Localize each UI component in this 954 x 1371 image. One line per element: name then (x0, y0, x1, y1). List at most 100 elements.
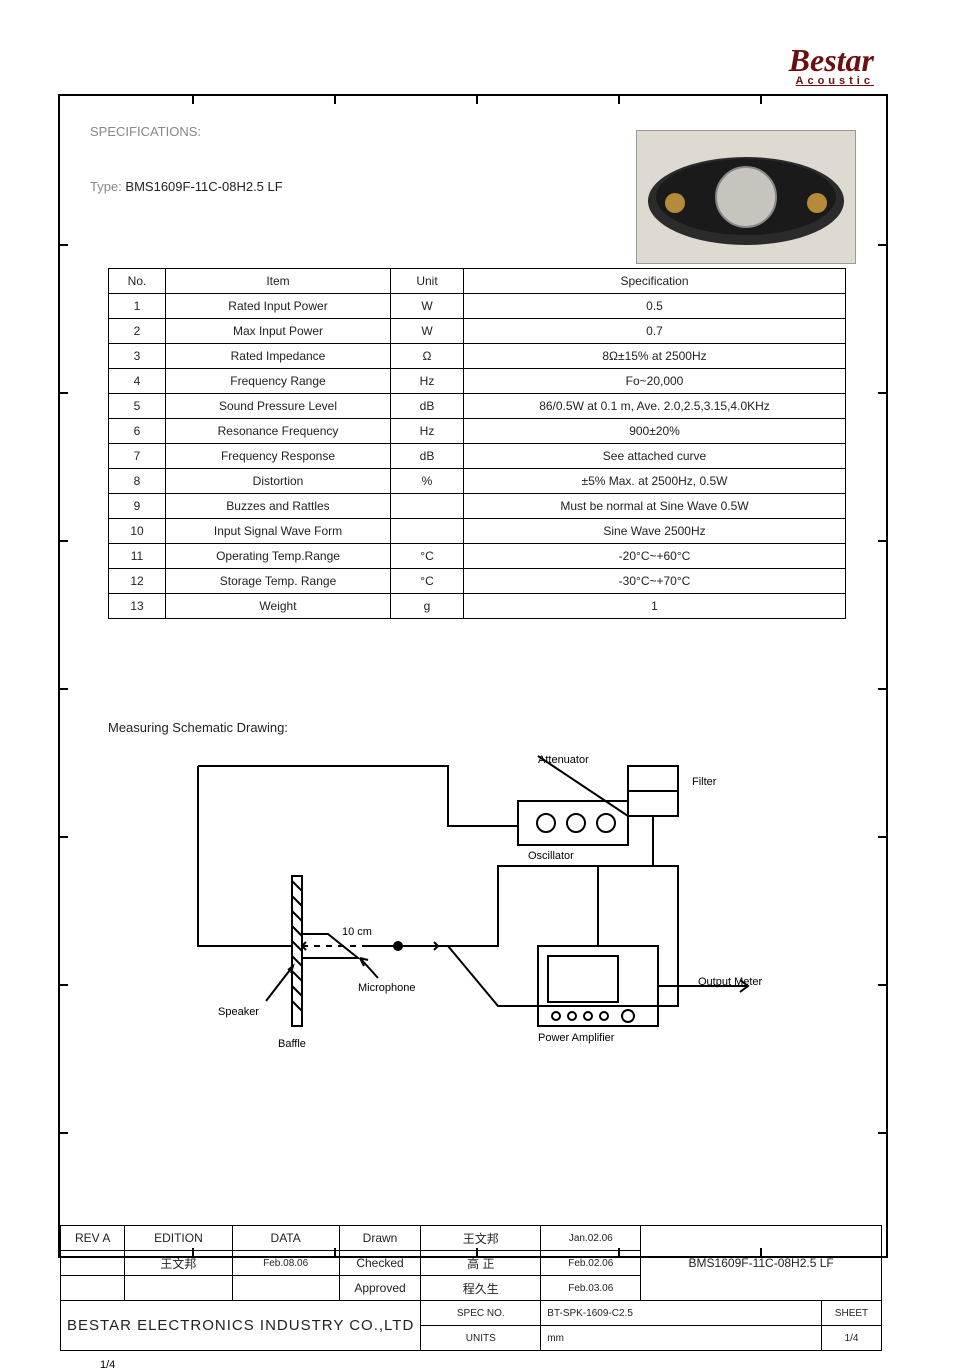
cell-no: 13 (109, 594, 166, 619)
cell: Checked (339, 1251, 421, 1276)
cell: REV A (61, 1226, 125, 1251)
cell: Jan.02.06 (541, 1226, 641, 1251)
cell-unit: dB (391, 444, 464, 469)
table-row: 9Buzzes and RattlesMust be normal at Sin… (109, 494, 846, 519)
cell-unit: Hz (391, 369, 464, 394)
cell-item: Sound Pressure Level (166, 394, 391, 419)
table-row: No. Item Unit Specification (109, 269, 846, 294)
tick (58, 984, 68, 986)
tick (476, 94, 478, 104)
specs-label: SPECIFICATIONS: (90, 124, 201, 139)
tick (878, 688, 888, 690)
label-meter: Output Meter (698, 976, 762, 988)
cell (125, 1276, 232, 1301)
cell-no: 10 (109, 519, 166, 544)
tick (878, 984, 888, 986)
tick (58, 836, 68, 838)
title-block: REV A EDITION DATA Drawn 王文邦 Jan.02.06 B… (60, 1225, 882, 1351)
cell-no: 8 (109, 469, 166, 494)
table-row: 5Sound Pressure LeveldB86/0.5W at 0.1 m,… (109, 394, 846, 419)
cell-item: Rated Input Power (166, 294, 391, 319)
cell-spec: Fo~20,000 (464, 369, 846, 394)
tick (878, 836, 888, 838)
cell-no: 9 (109, 494, 166, 519)
cell-spec: 0.7 (464, 319, 846, 344)
table-row: 10Input Signal Wave Form Sine Wave 2500Hz (109, 519, 846, 544)
cell: DATA (232, 1226, 339, 1251)
intro-block: SPECIFICATIONS: Type: BMS1609F-11C-08H2.… (90, 124, 283, 194)
cell-unit: Ω (391, 344, 464, 369)
table-row: BESTAR ELECTRONICS INDUSTRY CO.,LTD SPEC… (61, 1301, 882, 1326)
cell-unit: % (391, 469, 464, 494)
cell-unit: °C (391, 569, 464, 594)
label-speaker: Speaker (218, 1006, 259, 1018)
cell: 程久生 (421, 1276, 541, 1301)
cell (232, 1276, 339, 1301)
cell: Feb.03.06 (541, 1276, 641, 1301)
cell: 高 正 (421, 1251, 541, 1276)
cell-item: Weight (166, 594, 391, 619)
col-unit: Unit (391, 269, 464, 294)
cell-unit: dB (391, 394, 464, 419)
label-microphone: Microphone (358, 982, 415, 994)
cell-unit: g (391, 594, 464, 619)
cell: EDITION (125, 1226, 232, 1251)
cell-item: Rated Impedance (166, 344, 391, 369)
cell-spec: ±5% Max. at 2500Hz, 0.5W (464, 469, 846, 494)
label-distance: 10 cm (342, 926, 372, 938)
cell-spec: See attached curve (464, 444, 846, 469)
cell: Feb.02.06 (541, 1251, 641, 1276)
tick (760, 94, 762, 104)
cell-no: 12 (109, 569, 166, 594)
cell-spec: 1 (464, 594, 846, 619)
cell-unit: °C (391, 544, 464, 569)
tick (192, 94, 194, 104)
table-row: 6Resonance FrequencyHz900±20% (109, 419, 846, 444)
col-no: No. (109, 269, 166, 294)
cell-no: 2 (109, 319, 166, 344)
cell-item: Storage Temp. Range (166, 569, 391, 594)
table-row: 4Frequency RangeHzFo~20,000 (109, 369, 846, 394)
cell-no: 6 (109, 419, 166, 444)
col-spec: Specification (464, 269, 846, 294)
units-label: UNITS (421, 1326, 541, 1351)
cell-item: Frequency Response (166, 444, 391, 469)
cell-no: 11 (109, 544, 166, 569)
table-row: 11Operating Temp.Range°C-20°C~+60°C (109, 544, 846, 569)
table-row: 2Max Input PowerW0.7 (109, 319, 846, 344)
tick (58, 244, 68, 246)
company-name: BESTAR ELECTRONICS INDUSTRY CO.,LTD (61, 1301, 421, 1351)
cell-unit: W (391, 294, 464, 319)
cell-spec: 0.5 (464, 294, 846, 319)
diagram-title: Measuring Schematic Drawing: (108, 720, 288, 735)
page-footer: 1/4 (100, 1359, 115, 1371)
cell-spec: Sine Wave 2500Hz (464, 519, 846, 544)
cell: 王文邦 (421, 1226, 541, 1251)
specs-table: No. Item Unit Specification 1Rated Input… (108, 268, 846, 619)
cell-unit (391, 494, 464, 519)
cell-no: 4 (109, 369, 166, 394)
tick (878, 392, 888, 394)
table-row: 3Rated ImpedanceΩ8Ω±15% at 2500Hz (109, 344, 846, 369)
cell: Approved (339, 1276, 421, 1301)
tick (58, 1132, 68, 1134)
tick (58, 540, 68, 542)
cell-spec: Must be normal at Sine Wave 0.5W (464, 494, 846, 519)
cell-unit: Hz (391, 419, 464, 444)
brand-name: Bestar (789, 42, 874, 78)
units-value: mm (541, 1326, 822, 1351)
cell-spec: 86/0.5W at 0.1 m, Ave. 2.0,2.5,3.15,4.0K… (464, 394, 846, 419)
part-number: BMS1609F-11C-08H2.5 LF (641, 1226, 882, 1301)
tick (878, 1132, 888, 1134)
cell-item: Input Signal Wave Form (166, 519, 391, 544)
sheet-value: 1/4 (822, 1326, 882, 1351)
brand-sub: Acoustic (789, 76, 874, 87)
table-row: 7Frequency ResponsedBSee attached curve (109, 444, 846, 469)
cell-item: Distortion (166, 469, 391, 494)
cell-item: Resonance Frequency (166, 419, 391, 444)
cell-spec: 900±20% (464, 419, 846, 444)
table-row: 1Rated Input PowerW0.5 (109, 294, 846, 319)
label-amplifier: Power Amplifier (538, 1032, 614, 1044)
table-row: REV A EDITION DATA Drawn 王文邦 Jan.02.06 B… (61, 1226, 882, 1251)
label-attenuator: Attenuator (538, 754, 589, 766)
